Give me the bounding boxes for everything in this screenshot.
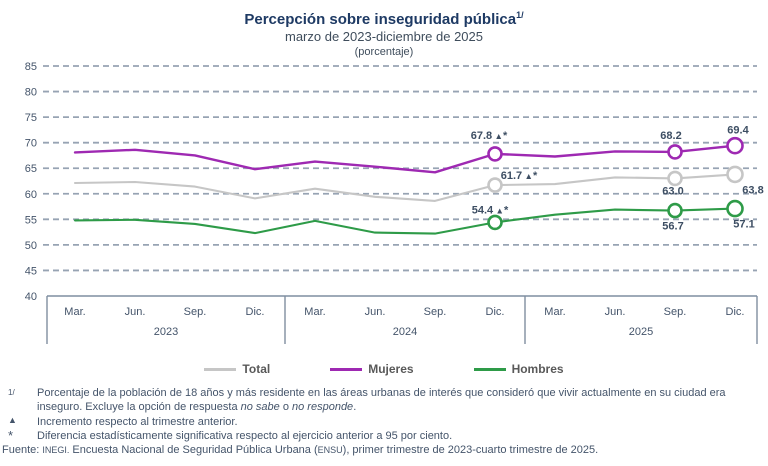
- point-marker-hombres: [726, 199, 744, 218]
- footnote-2-text: Incremento respecto al trimestre anterio…: [37, 415, 238, 428]
- series-line-mujeres: [73, 144, 737, 174]
- point-marker-hombres: [487, 214, 503, 231]
- point-marker-total: [487, 177, 503, 193]
- y-tick-label: 45: [25, 265, 37, 277]
- footnote-1-italic: no sabe: [240, 401, 280, 414]
- x-tick-label: Sep.: [424, 306, 447, 318]
- point-marker-total: [667, 170, 683, 187]
- page-title: Percepción sobre inseguridad pública1/: [0, 6, 768, 29]
- point-label-mujeres: 67.8 ▲*: [471, 130, 508, 142]
- legend: Total Mujeres Hombres: [0, 362, 768, 376]
- x-tick-label: Jun.: [125, 306, 146, 318]
- footnote-asterisk: * Diferencia estadísticamente significat…: [0, 429, 768, 443]
- x-tick-label: Mar.: [544, 306, 565, 318]
- x-tick-label: Dic.: [486, 306, 505, 318]
- point-label-hombres: 54.4 ▲*: [472, 204, 509, 216]
- source-line: Fuente: INEGI. Encuesta Nacional de Segu…: [0, 443, 768, 457]
- year-label: 2024: [393, 326, 417, 338]
- x-tick-label: Dic.: [726, 306, 745, 318]
- x-tick-label: Dic.: [246, 306, 265, 318]
- x-tick-label: Sep.: [664, 306, 687, 318]
- x-tick-label: Sep.: [184, 306, 207, 318]
- y-tick-label: 50: [25, 240, 37, 252]
- year-label: 2023: [154, 326, 178, 338]
- point-label-hombres: 56.7: [662, 221, 683, 233]
- y-tick-label: 55: [25, 214, 37, 226]
- source-text: Encuesta Nacional de Seguridad Pública U…: [69, 444, 318, 457]
- footnote-1-text: Porcentaje de la población de 18 años y …: [37, 386, 764, 415]
- footnote-1-marker: 1/: [8, 388, 15, 397]
- point-label-total: 61.7 ▲*: [501, 170, 538, 182]
- footnote-1-part: o: [279, 401, 293, 414]
- x-tick-label: Mar.: [304, 306, 325, 318]
- asterisk-marker-icon: *: [8, 427, 14, 443]
- legend-label-total: Total: [242, 362, 271, 376]
- page-title-text: Percepción sobre inseguridad pública: [244, 11, 517, 28]
- y-tick-label: 85: [25, 61, 37, 73]
- y-tick-label: 70: [25, 138, 37, 150]
- y-tick-label: 40: [25, 291, 37, 303]
- y-tick-label: 60: [25, 189, 37, 201]
- legend-label-hombres: Hombres: [511, 362, 564, 376]
- legend-swatch-hombres: [473, 367, 506, 371]
- legend-item-mujeres: Mujeres: [330, 362, 414, 376]
- source-text: ), primer trimestre de 2023-cuarto trime…: [342, 444, 599, 457]
- point-marker-mujeres: [667, 144, 683, 160]
- series-line-total: [73, 173, 737, 202]
- point-label-mujeres: 69.4: [727, 125, 749, 137]
- point-label-hombres: 57.1: [733, 219, 754, 231]
- footnote-definition: 1/ Porcentaje de la población de 18 años…: [0, 386, 768, 415]
- chart-subtitle: marzo de 2023-diciembre de 2025: [284, 29, 483, 44]
- y-tick-label: 80: [25, 87, 37, 99]
- source-agency: INEGI.: [42, 445, 70, 456]
- chart-header: Percepción sobre inseguridad pública1/ m…: [0, 0, 768, 59]
- point-marker-hombres: [667, 202, 683, 219]
- footnote-3-text: Diferencia estadísticamente significativ…: [37, 429, 453, 442]
- point-marker-mujeres: [487, 146, 503, 162]
- year-label: 2025: [629, 326, 653, 338]
- legend-item-total: Total: [204, 362, 270, 376]
- footnote-1-part: .: [353, 401, 357, 414]
- point-label-total: 63.8: [742, 184, 763, 196]
- point-label-total: 63.0: [662, 185, 683, 197]
- y-tick-label: 65: [25, 163, 37, 175]
- x-tick-label: Jun.: [605, 306, 626, 318]
- footnote-1-italic: no responde: [292, 401, 354, 414]
- footnote-1-part: Porcentaje de la población de 18 años y …: [37, 387, 726, 414]
- page-title-footnote-ref: 1/: [516, 10, 524, 20]
- y-tick-label: 75: [25, 112, 37, 124]
- source-prefix: Fuente:: [2, 444, 43, 457]
- footnote-triangle: ▲ Incremento respecto al trimestre anter…: [0, 415, 768, 429]
- chart-unit-label: (porcentaje): [354, 46, 414, 58]
- source-acronym: ENSU: [317, 445, 343, 456]
- footnotes: 1/ Porcentaje de la población de 18 años…: [0, 386, 768, 457]
- insecurity-perception-line-chart: 85 80 75 70 65 60 55 50 45 40 Mar. Jun. Sep. Dic. Mar.…: [25, 61, 764, 344]
- x-tick-label: Mar.: [64, 306, 85, 318]
- legend-swatch-mujeres: [330, 367, 363, 371]
- legend-label-mujeres: Mujeres: [368, 362, 414, 376]
- x-tick-label: Jun.: [365, 306, 386, 318]
- legend-swatch-total: [204, 367, 237, 371]
- series-line-hombres: [73, 207, 737, 235]
- triangle-marker-icon: ▲: [8, 414, 17, 425]
- point-label-mujeres: 68.2: [660, 130, 681, 142]
- legend-item-hombres: Hombres: [473, 362, 564, 376]
- point-marker-mujeres: [726, 136, 744, 155]
- point-marker-total: [726, 165, 744, 184]
